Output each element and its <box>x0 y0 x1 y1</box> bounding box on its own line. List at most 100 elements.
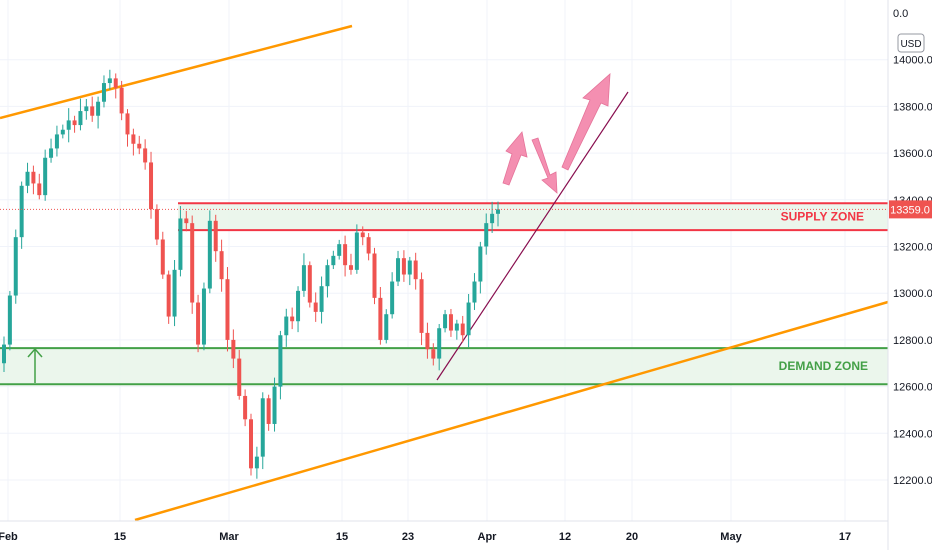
candle-body <box>484 223 489 247</box>
zone-fill <box>0 348 888 385</box>
candle-body <box>2 344 6 364</box>
x-tick-label: 12 <box>559 531 571 543</box>
candle-body <box>66 120 71 130</box>
y-tick-label: 13000.0 <box>893 288 932 300</box>
candle-body <box>384 314 389 340</box>
candle-body <box>425 332 430 350</box>
candle-body <box>337 244 342 256</box>
candle-body <box>25 171 30 186</box>
candle-body <box>490 213 495 224</box>
arrow-up-small <box>502 131 528 186</box>
candle-body <box>413 260 418 280</box>
candle-body <box>331 255 336 266</box>
candle-body <box>343 244 348 266</box>
last-price-tag: 13359.0 <box>889 200 932 219</box>
candle-body <box>78 111 83 126</box>
candle-body <box>119 87 124 114</box>
candle-body <box>143 148 148 163</box>
candle-body <box>249 419 253 469</box>
candle-body <box>54 134 59 149</box>
candle-body <box>231 339 236 359</box>
candle-body <box>160 239 165 275</box>
candle-body <box>278 335 283 387</box>
top-scale-label: 0.0 <box>893 8 908 20</box>
candle-body <box>237 358 242 396</box>
x-tick-label: Mar <box>219 531 239 543</box>
candle-body <box>125 113 130 135</box>
y-axis[interactable]: 14000.013800.013600.013400.013200.013000… <box>893 55 932 487</box>
x-tick-label: Apr <box>478 531 498 543</box>
candle-body <box>37 183 42 196</box>
y-tick-label: 14000.0 <box>893 55 932 67</box>
candle-body <box>319 286 324 312</box>
candle-body <box>243 395 248 420</box>
candle-body <box>201 288 206 345</box>
projection-arrows <box>502 73 611 194</box>
demand-arrow-head <box>27 347 43 358</box>
candle-body <box>149 162 154 210</box>
candle-body <box>60 129 65 135</box>
candle-body <box>419 279 424 333</box>
candle-body <box>207 220 212 289</box>
candle-body <box>184 218 189 224</box>
candle-body <box>178 218 183 270</box>
candle-body <box>107 78 112 84</box>
last-price-tag-bg <box>889 200 932 219</box>
candle-body <box>284 316 289 336</box>
candle-body <box>348 265 353 270</box>
candle-body <box>137 143 142 149</box>
candle-body <box>113 78 118 88</box>
candle-body <box>437 328 442 359</box>
candle-body <box>454 323 459 331</box>
currency-label: USD <box>900 39 921 50</box>
candle-body <box>196 302 201 345</box>
arrow-up-large <box>561 73 611 171</box>
candle-body <box>325 265 330 287</box>
candle-body <box>431 349 436 359</box>
candle-body <box>407 260 412 275</box>
currency-badge[interactable]: USD <box>897 33 925 53</box>
upper-channel-line <box>0 24 353 120</box>
candle-body <box>378 297 383 340</box>
candle-body <box>272 386 277 424</box>
candle-body <box>43 157 48 196</box>
candle-body <box>307 265 312 303</box>
candle-body <box>472 281 477 303</box>
candle-body <box>101 83 106 102</box>
candle-body <box>225 279 230 340</box>
x-tick-label: Feb <box>0 531 18 543</box>
candle-body <box>396 258 401 282</box>
x-tick-label: 17 <box>839 531 851 543</box>
candle-body <box>213 220 218 252</box>
candle-body <box>290 316 295 322</box>
zones: SUPPLY ZONE DEMAND ZONE <box>0 202 888 386</box>
candle-body <box>260 398 265 457</box>
zone-label: SUPPLY ZONE <box>781 210 864 224</box>
grid <box>0 0 888 521</box>
candle-body <box>84 106 89 112</box>
y-tick-label: 12400.0 <box>893 428 932 440</box>
y-tick-label: 12200.0 <box>893 475 932 487</box>
zone-label: DEMAND ZONE <box>779 359 868 373</box>
x-axis[interactable]: Feb 15 Mar 15 23 Apr 12 20 May 17 <box>0 531 851 543</box>
candle-body <box>360 232 365 238</box>
x-tick-label: 15 <box>114 531 126 543</box>
y-tick-label: 13200.0 <box>893 242 932 254</box>
arrow-down <box>531 137 558 194</box>
candle-body <box>172 269 177 317</box>
candle-body <box>131 134 136 144</box>
candle-body <box>13 237 18 296</box>
x-tick-label: May <box>720 531 742 543</box>
candle-body <box>19 185 24 238</box>
x-tick-label: 23 <box>402 531 414 543</box>
candle-body <box>390 281 395 315</box>
y-tick-label: 13600.0 <box>893 148 932 160</box>
candle-body <box>313 302 318 312</box>
candle-body <box>478 246 483 282</box>
candle-body <box>366 237 371 254</box>
candle-body <box>219 251 224 280</box>
candle-body <box>448 314 453 331</box>
x-tick-label: 20 <box>626 531 638 543</box>
